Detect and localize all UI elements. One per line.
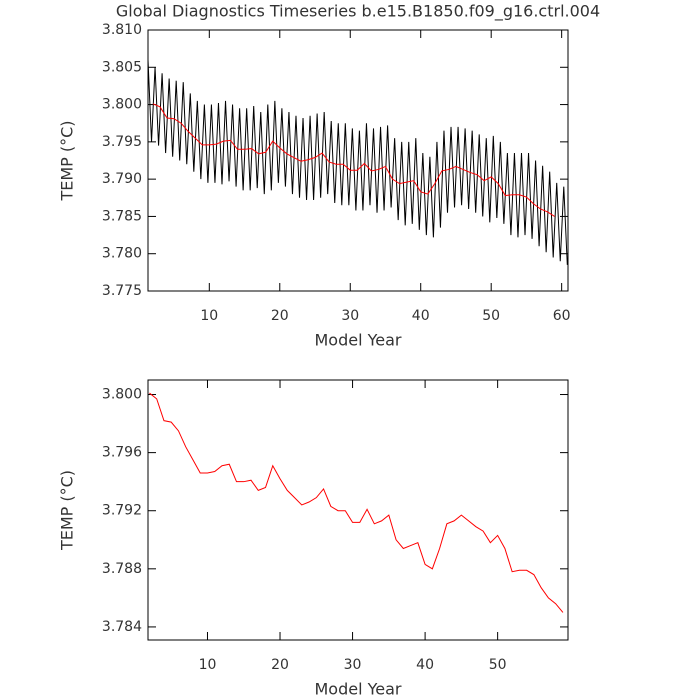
y-tick-label: 3.790 bbox=[102, 171, 142, 187]
y-axis-title: TEMP (°C) bbox=[58, 470, 77, 551]
y-tick-label: 3.785 bbox=[102, 208, 142, 224]
x-tick-label: 50 bbox=[482, 308, 500, 324]
y-axis-title: TEMP (°C) bbox=[58, 120, 77, 201]
x-tick-label: 40 bbox=[412, 308, 430, 324]
y-tick-label: 3.800 bbox=[102, 97, 142, 113]
y-tick-label: 3.805 bbox=[102, 59, 142, 75]
x-tick-label: 20 bbox=[271, 657, 289, 673]
x-tick-label: 50 bbox=[489, 657, 507, 673]
plot-frame bbox=[147, 29, 569, 292]
y-tick-label: 3.795 bbox=[102, 134, 142, 150]
x-axis-title: Model Year bbox=[315, 680, 402, 699]
x-axis-title: Model Year bbox=[315, 331, 402, 350]
x-tick-label: 20 bbox=[271, 308, 289, 324]
x-tick-label: 30 bbox=[341, 308, 359, 324]
y-tick-label: 3.810 bbox=[102, 22, 142, 38]
y-tick-label: 3.792 bbox=[102, 503, 142, 519]
data-line bbox=[149, 392, 564, 613]
y-tick-label: 3.775 bbox=[102, 283, 142, 299]
y-tick-label: 3.784 bbox=[102, 619, 142, 635]
y-tick-label: 3.788 bbox=[102, 561, 142, 577]
plot-frame bbox=[147, 379, 569, 641]
x-tick-label: 10 bbox=[200, 308, 218, 324]
y-tick-label: 3.780 bbox=[102, 246, 142, 262]
x-tick-label: 10 bbox=[199, 657, 217, 673]
chart-title: Global Diagnostics Timeseries b.e15.B185… bbox=[116, 2, 600, 22]
x-tick-label: 30 bbox=[344, 657, 362, 673]
y-tick-label: 3.796 bbox=[102, 445, 142, 461]
y-tick-label: 3.800 bbox=[102, 387, 142, 403]
data-line bbox=[147, 59, 568, 265]
x-tick-label: 40 bbox=[416, 657, 434, 673]
data-line bbox=[152, 103, 555, 217]
x-tick-label: 60 bbox=[553, 308, 571, 324]
